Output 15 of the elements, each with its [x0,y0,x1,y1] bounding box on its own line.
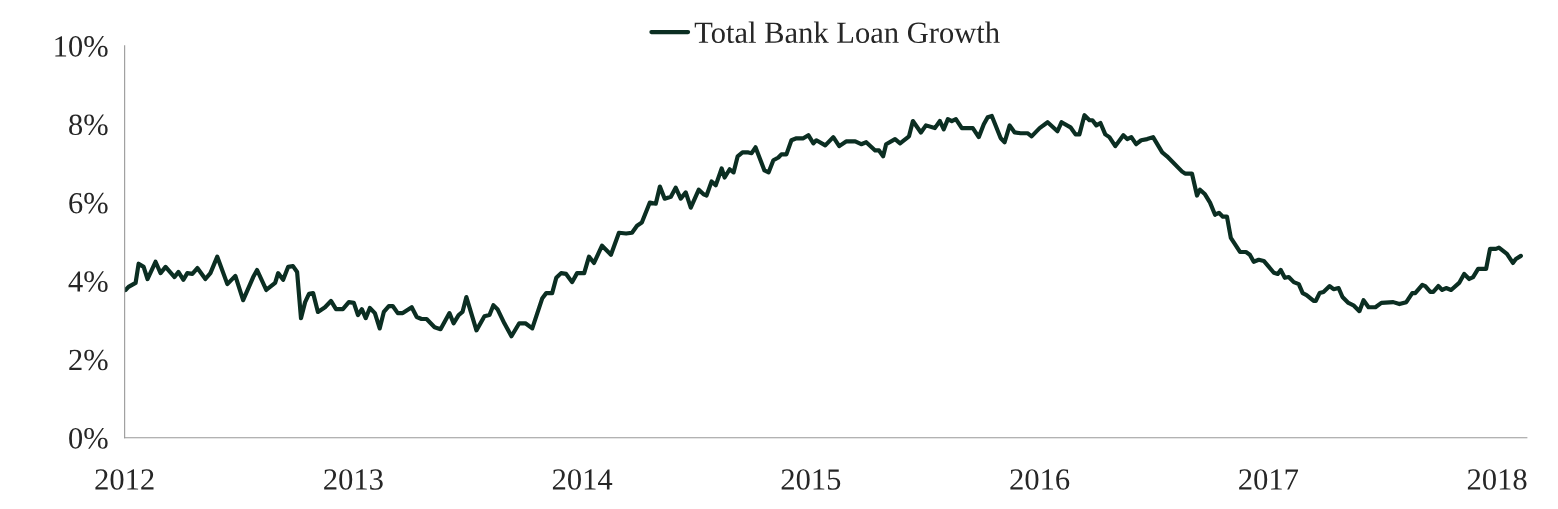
x-tick-label: 2013 [324,469,383,490]
y-tick-label: 4% [68,271,108,292]
x-tick-label: 2012 [95,469,154,490]
line-series [124,113,1523,339]
x-tick-label: 2018 [1467,469,1527,490]
x-tick-label: 2017 [1239,469,1299,490]
y-tick-label: 10% [55,36,108,57]
y-tick-label: 2% [69,349,108,371]
x-tick-label: 2016 [1010,469,1070,490]
y-tick-label: 0% [69,428,108,449]
y-tick-label: 6% [69,192,108,214]
y-tick-label: 8% [69,114,108,136]
x-tick-label: 2015 [781,469,841,490]
x-tick-label: 2014 [552,469,613,490]
legend-label: Total Bank Loan Growth [694,21,1000,44]
